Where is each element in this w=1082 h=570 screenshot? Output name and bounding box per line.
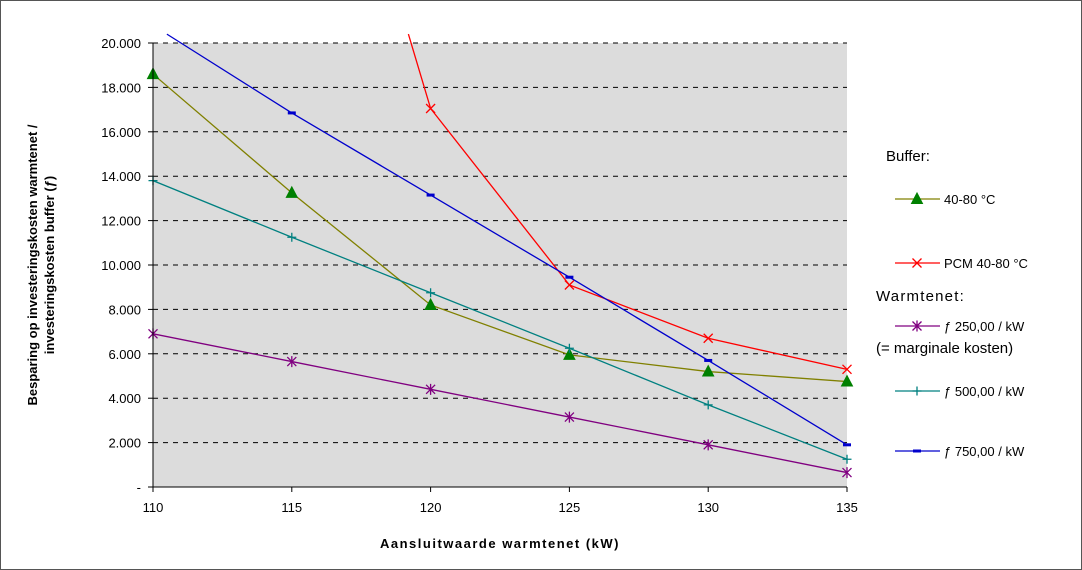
- series-lines: [153, 33, 848, 474]
- x-axis-title: Aansluitwaarde warmtenet (kW): [380, 536, 620, 551]
- y-tick-label: -: [137, 480, 141, 495]
- data-point: [703, 400, 713, 410]
- series-line: [153, 73, 848, 383]
- legend-entry: 40-80 °C: [944, 192, 995, 207]
- series-markers: [146, 67, 854, 479]
- y-tick-label: 6.000: [108, 347, 141, 362]
- legend-entry: ƒ 250,00 / kW: [944, 319, 1025, 334]
- x-tick-label: 135: [836, 500, 858, 515]
- x-tick-label: 120: [420, 500, 442, 515]
- series-line: [166, 33, 848, 446]
- data-point: [842, 454, 852, 464]
- data-point: [564, 343, 574, 353]
- data-point: [703, 333, 714, 344]
- y-tick-label: 10.000: [101, 258, 141, 273]
- data-point: [425, 103, 436, 114]
- data-point: [842, 467, 852, 479]
- plot-area: [153, 43, 847, 487]
- legend-swatch-marker: [910, 191, 924, 204]
- data-point: [842, 364, 852, 375]
- legend-entry: PCM 40-80 °C: [944, 256, 1028, 271]
- data-point: [287, 232, 297, 242]
- x-tick-label: 130: [697, 500, 719, 515]
- x-tick-label: 115: [281, 500, 302, 515]
- data-point: [426, 288, 436, 298]
- y-axis-ticks: - 2.000 4.000 6.000 8.000 10.000 12.000 14.000 1…: [101, 36, 153, 495]
- data-point: [840, 374, 854, 387]
- y-tick-label: 16.000: [101, 125, 141, 140]
- legend-group-warmtenet: Warmtenet:: [876, 288, 965, 305]
- x-tick-label: 110: [143, 500, 164, 515]
- data-point: [701, 364, 715, 377]
- data-point: [286, 356, 297, 368]
- legend-group-buffer: Buffer:: [886, 148, 930, 165]
- x-tick-label: 125: [559, 500, 581, 515]
- x-axis-ticks: 110 115 120 125 130 135: [143, 487, 858, 515]
- legend-swatch-marker: [912, 258, 922, 268]
- y-tick-label: 4.000: [108, 391, 141, 406]
- legend-swatch-marker: [912, 386, 922, 396]
- data-point: [703, 439, 714, 451]
- data-point: [563, 347, 576, 360]
- legend-entry: ƒ 500,00 / kW: [944, 384, 1025, 399]
- legend-note: (= marginale kosten): [876, 340, 1013, 357]
- y-tick-label: 12.000: [101, 214, 141, 229]
- legend: Buffer: Warmtenet: (= marginale kosten) …: [876, 148, 1028, 459]
- y-axis-title-line2: investeringskosten buffer (ƒ): [42, 176, 57, 354]
- y-tick-label: 14.000: [101, 169, 141, 184]
- y-axis-title-line1: Besparing op investeringskosten warmtene…: [25, 124, 40, 405]
- legend-entry: ƒ 750,00 / kW: [944, 444, 1025, 459]
- y-tick-label: 20.000: [101, 36, 141, 51]
- y-tick-label: 18.000: [101, 80, 141, 95]
- series-line: [153, 180, 848, 460]
- data-point: [564, 280, 575, 290]
- series-line: [153, 333, 848, 474]
- data-point: [425, 383, 436, 395]
- data-point: [285, 185, 299, 198]
- y-tick-label: 2.000: [108, 436, 141, 451]
- data-point: [424, 297, 437, 310]
- legend-swatch-marker: [912, 320, 922, 332]
- y-tick-label: 8.000: [108, 302, 141, 317]
- data-point: [564, 411, 575, 423]
